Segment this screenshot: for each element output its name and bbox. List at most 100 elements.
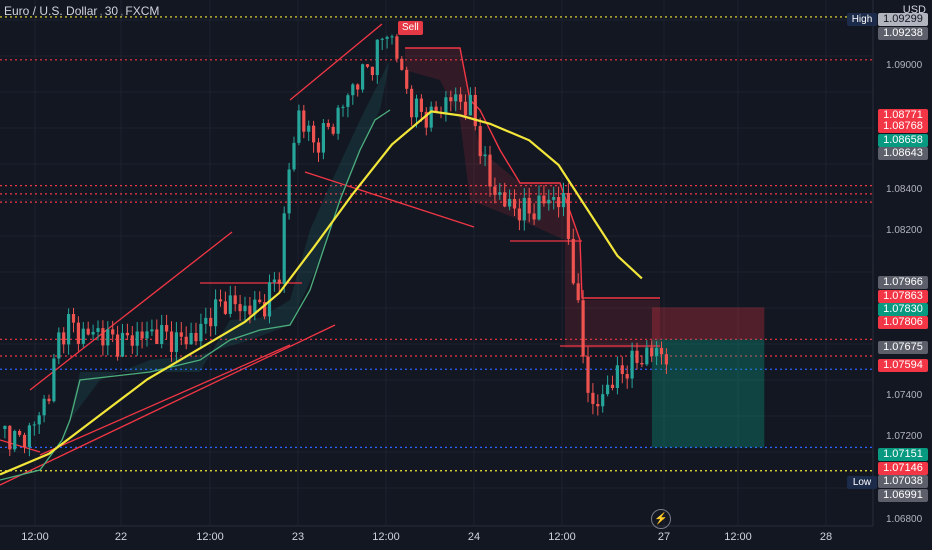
candle-body (483, 154, 487, 157)
candle-body (96, 328, 100, 332)
price-label: 1.08768 (878, 120, 928, 133)
candle-body (91, 331, 95, 335)
trail-band (60, 60, 390, 460)
candle-body (512, 199, 517, 209)
y-tick-label: 1.08200 (886, 225, 923, 237)
candle-body (449, 97, 453, 102)
trendline (304, 171, 475, 228)
candle-body (194, 332, 198, 342)
candle-body (243, 305, 247, 312)
candle-body (596, 403, 600, 407)
sell-signal-badge: Sell (398, 21, 423, 35)
candle-body (517, 208, 521, 221)
low-tag: Low (847, 476, 877, 489)
lightning-icon[interactable]: ⚡ (651, 509, 671, 529)
x-tick-label: 27 (657, 531, 671, 543)
stop-band (405, 48, 660, 348)
price-label: 1.07830 (878, 303, 928, 316)
candle-body (209, 317, 213, 327)
candle-body (591, 392, 595, 404)
price-label: 1.06991 (878, 489, 928, 502)
x-tick-label: 12:00 (724, 531, 752, 543)
candle-body (566, 192, 570, 239)
candle-body (116, 334, 120, 357)
candle-body (101, 328, 105, 346)
candle-body (498, 192, 502, 195)
candle-body (478, 126, 482, 157)
candle-body (233, 295, 237, 305)
take-profit-zone (651, 339, 765, 448)
candle-body (459, 94, 463, 102)
candle-body (331, 126, 335, 134)
candle-body (312, 125, 316, 143)
candle-body (385, 37, 389, 39)
high-tag: High (847, 13, 877, 26)
candle-body (282, 213, 286, 284)
candle-body (214, 299, 218, 327)
candle-body (581, 300, 585, 357)
candle-body (630, 350, 634, 379)
candle-body (473, 94, 477, 127)
moving-average-line (0, 110, 643, 476)
symbol-title[interactable]: Euro / U.S. Dollar , 30 , FXCM (4, 4, 159, 18)
x-tick-label: 12:00 (548, 531, 576, 543)
candle-body (258, 299, 262, 303)
candle-body (81, 328, 85, 344)
candle-body (508, 199, 512, 207)
candle-body (571, 238, 575, 284)
candle-body (454, 94, 458, 102)
candle-body (542, 195, 546, 204)
x-tick-label: 28 (819, 531, 833, 543)
candle-body (76, 322, 80, 344)
candle-body (179, 332, 183, 337)
stop-loss-zone (651, 307, 765, 340)
trailing-support-line (0, 109, 391, 481)
candle-body (664, 354, 668, 365)
candle-body (645, 347, 649, 365)
candle-body (32, 424, 36, 426)
trailing-stop-line (405, 47, 660, 299)
candle-body (537, 195, 541, 220)
candle-body (18, 431, 22, 435)
candle-body (174, 332, 178, 352)
candle-body (267, 282, 272, 317)
candle-body (503, 192, 507, 207)
candle-body (655, 347, 659, 357)
symbol-name: Euro / U.S. Dollar (4, 4, 98, 18)
x-tick-label: 12:00 (372, 531, 400, 543)
candle-body (610, 384, 615, 388)
trendline (0, 439, 41, 453)
candle-body (272, 279, 276, 283)
candle-body (434, 106, 438, 113)
interval: 30 (104, 4, 119, 18)
price-label: 1.07038 (878, 475, 928, 488)
y-tick-label: 1.07400 (886, 390, 923, 402)
trendline (289, 23, 383, 101)
candle-body (414, 98, 419, 118)
price-label: 1.07863 (878, 290, 928, 303)
candle-body (419, 98, 423, 112)
candle-body (493, 186, 497, 195)
candle-body (71, 314, 76, 323)
candle-body (297, 110, 301, 143)
candle-body (370, 66, 374, 76)
candle-body (218, 299, 223, 302)
candle-body (336, 107, 340, 134)
candle-body (204, 317, 208, 324)
candle-body (155, 329, 159, 344)
price-label: 1.08643 (878, 147, 928, 160)
x-tick-label: 22 (114, 531, 128, 543)
y-tick-label: 1.08400 (886, 183, 923, 195)
candle-body (400, 58, 404, 70)
candle-body (263, 302, 267, 317)
candle-body (130, 335, 134, 346)
candle-body (405, 69, 409, 89)
candle-body (606, 384, 610, 395)
candle-body (184, 336, 188, 345)
candle-body (67, 314, 71, 345)
price-label: 1.09299 (878, 13, 928, 26)
trendlines (0, 23, 660, 486)
price-label: 1.07151 (878, 448, 928, 461)
candle-body (169, 331, 174, 352)
